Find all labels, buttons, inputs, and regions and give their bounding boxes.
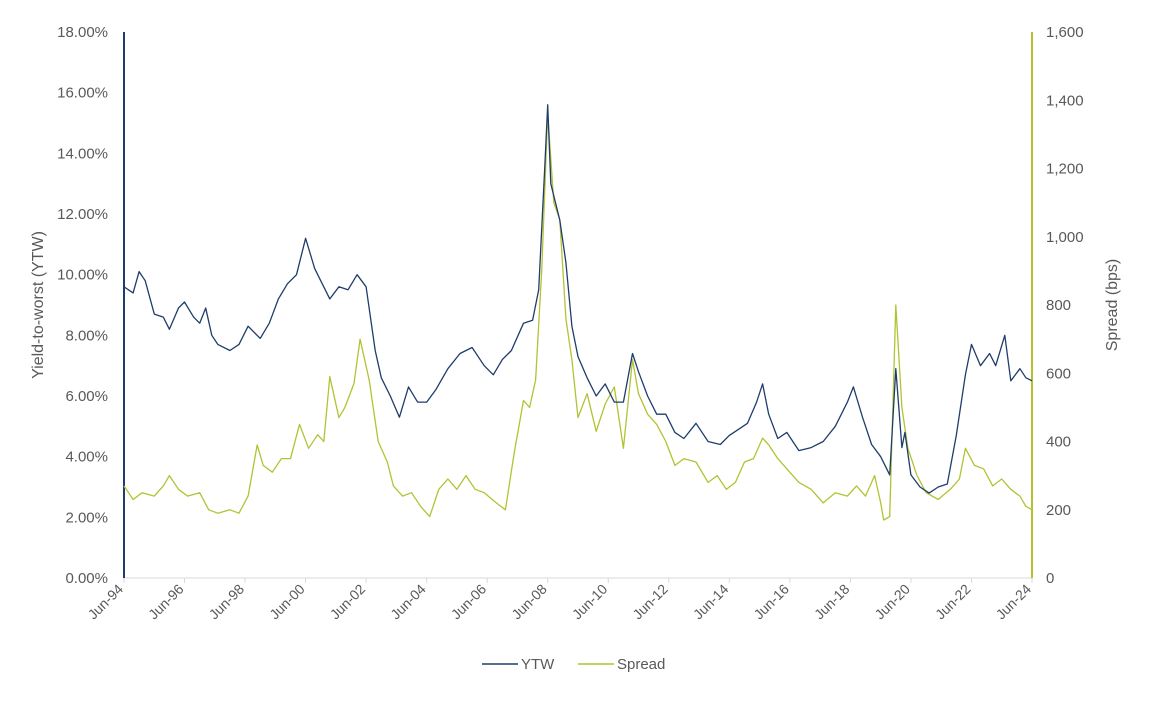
left-tick-label: 16.00% [57, 85, 108, 102]
right-tick-label: 1,600 [1046, 24, 1084, 41]
series-layer [123, 104, 1033, 521]
legend-spread-label: Spread [617, 656, 665, 673]
left-tick-label: 6.00% [65, 388, 108, 405]
ytw-series-line [123, 104, 1033, 494]
left-tick-label: 14.00% [57, 145, 108, 162]
x-tick-label: Jun-12 [629, 581, 671, 623]
x-axis: Jun-94 Jun-96 Jun-98 Jun-00 Jun-02 Jun-04 Jun-… [85, 578, 1035, 623]
x-tick-label: Jun-98 [206, 581, 248, 623]
right-axis-title: Spread (bps) [1104, 259, 1121, 352]
x-tick-label: Jun-96 [145, 581, 187, 623]
x-tick-label: Jun-04 [387, 581, 429, 623]
x-tick-label: Jun-10 [569, 581, 611, 623]
x-tick-label: Jun-00 [266, 581, 308, 623]
x-tick-label: Jun-08 [508, 581, 550, 623]
right-tick-label: 1,200 [1046, 161, 1084, 178]
right-tick-label: 200 [1046, 502, 1071, 519]
x-tick-label: Jun-24 [993, 581, 1035, 623]
left-axis: 0.00% 2.00% 4.00% 6.00% 8.00% 10.00% 12.00% 14.… [57, 24, 125, 587]
x-tick-label: Jun-16 [750, 581, 792, 623]
right-tick-label: 1,400 [1046, 92, 1084, 109]
left-tick-label: 0.00% [65, 570, 108, 587]
right-tick-label: 600 [1046, 365, 1071, 382]
left-tick-label: 8.00% [65, 327, 108, 344]
left-axis-title: Yield-to-worst (YTW) [30, 231, 47, 379]
right-tick-label: 400 [1046, 434, 1071, 451]
x-tick-label: Jun-02 [327, 581, 369, 623]
x-tick-label: Jun-14 [690, 581, 732, 623]
right-axis: 0 200 400 600 800 1,000 1,200 1,400 1,600 [1031, 24, 1084, 587]
right-tick-label: 800 [1046, 297, 1071, 314]
x-tick-label: Jun-22 [932, 581, 974, 623]
right-tick-label: 1,000 [1046, 229, 1084, 246]
x-tick-label: Jun-20 [871, 581, 913, 623]
left-tick-label: 4.00% [65, 449, 108, 466]
left-tick-label: 18.00% [57, 24, 108, 41]
x-tick-label: Jun-18 [811, 581, 853, 623]
legend-ytw-label: YTW [521, 656, 555, 673]
left-tick-label: 12.00% [57, 206, 108, 223]
left-tick-label: 2.00% [65, 509, 108, 526]
left-tick-label: 10.00% [57, 267, 108, 284]
legend: YTW Spread [482, 656, 665, 673]
spread-series-line [123, 113, 1033, 521]
right-tick-label: 0 [1046, 570, 1054, 587]
x-tick-label: Jun-06 [448, 581, 490, 623]
